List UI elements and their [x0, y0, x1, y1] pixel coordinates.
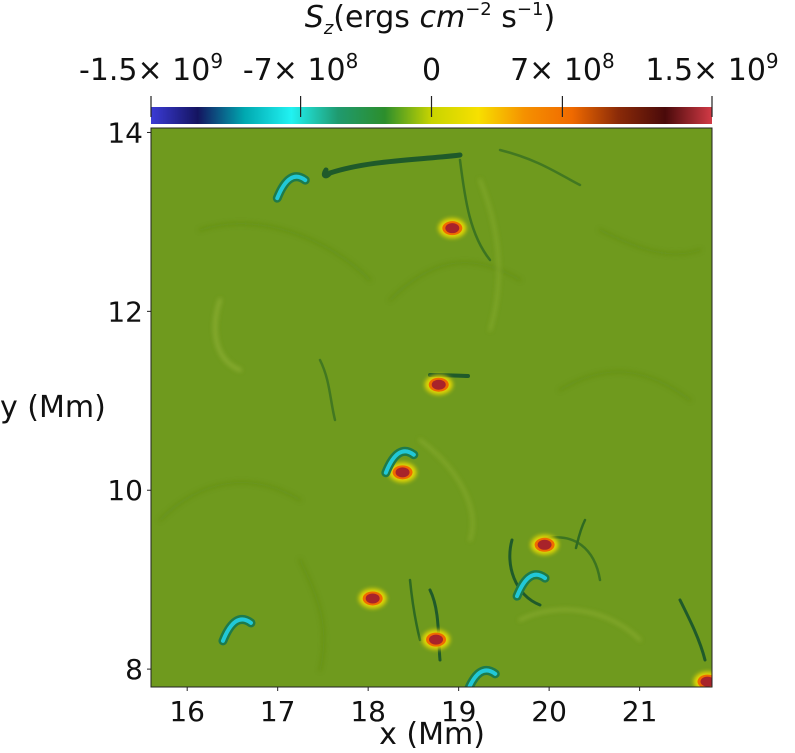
granulation-texture: [158, 178, 702, 672]
positive-flux-feature: [424, 374, 453, 395]
positive-flux-feature: [358, 588, 387, 609]
y-tick-label: 12: [107, 295, 143, 328]
colorbar-title-cm: cm: [419, 0, 465, 35]
heatmap-background: [151, 128, 712, 687]
y-tick-label: 10: [107, 474, 143, 507]
colorbar-ticks: [150, 96, 713, 117]
colorbar-tick-label: 0: [422, 53, 441, 88]
intergranular-lanes: [318, 148, 707, 662]
x-tick-label: 20: [531, 695, 567, 728]
plot-frame: [150, 127, 713, 688]
positive-flux-feature: [530, 534, 559, 555]
colorbar-title-var: S: [305, 0, 324, 35]
negative-flux-feature: [218, 615, 256, 646]
negative-flux-feature: [381, 446, 419, 478]
colorbar-tick-label: 7× 108: [510, 49, 615, 88]
x-tick-label: 18: [350, 695, 386, 728]
negative-flux-feature: [272, 172, 310, 203]
colorbar-tick-label: -7× 108: [243, 49, 359, 88]
plot-area: [150, 127, 713, 688]
colorbar-title-s: s: [492, 0, 517, 35]
positive-flux-feature: [438, 218, 467, 239]
colorbar-tick-label: 1.5× 109: [645, 49, 778, 88]
negative-flux-feature: [464, 665, 500, 687]
y-axis-label: y (Mm): [0, 390, 106, 425]
colorbar-title-exp2: −1: [517, 0, 544, 20]
positive-flux-feature: [693, 671, 712, 687]
colorbar-tick-label: -1.5× 109: [79, 49, 223, 88]
colorbar: -1.5× 109 -7× 108 0 7× 108 1.5× 109: [79, 49, 779, 124]
negative-flux-feature: [512, 570, 550, 601]
colorbar-title-exp1: −2: [465, 0, 492, 20]
x-tick-label: 21: [622, 695, 658, 728]
x-axis: 16 17 18 19 20 21: [169, 687, 657, 728]
positive-flux-feature: [388, 462, 417, 483]
positive-flux-feature: [422, 629, 451, 650]
colorbar-title-units-a: (ergs: [333, 0, 419, 35]
colorbar-title-sub: z: [323, 18, 334, 39]
colorbar-title-close: ): [543, 0, 555, 35]
x-tick-label: 19: [441, 695, 477, 728]
y-axis: 8 10 12 14: [107, 116, 151, 686]
colorbar-title: Sz(ergs cm−2 s−1): [305, 0, 555, 39]
x-axis-label: x (Mm): [379, 717, 485, 752]
x-tick-label: 16: [169, 695, 205, 728]
y-tick-label: 14: [107, 116, 143, 149]
x-tick-label: 17: [260, 695, 296, 728]
colorbar-tick-labels: -1.5× 109 -7× 108 0 7× 108 1.5× 109: [79, 49, 779, 88]
heatmap-features: [218, 172, 712, 687]
y-tick-label: 8: [125, 653, 143, 686]
